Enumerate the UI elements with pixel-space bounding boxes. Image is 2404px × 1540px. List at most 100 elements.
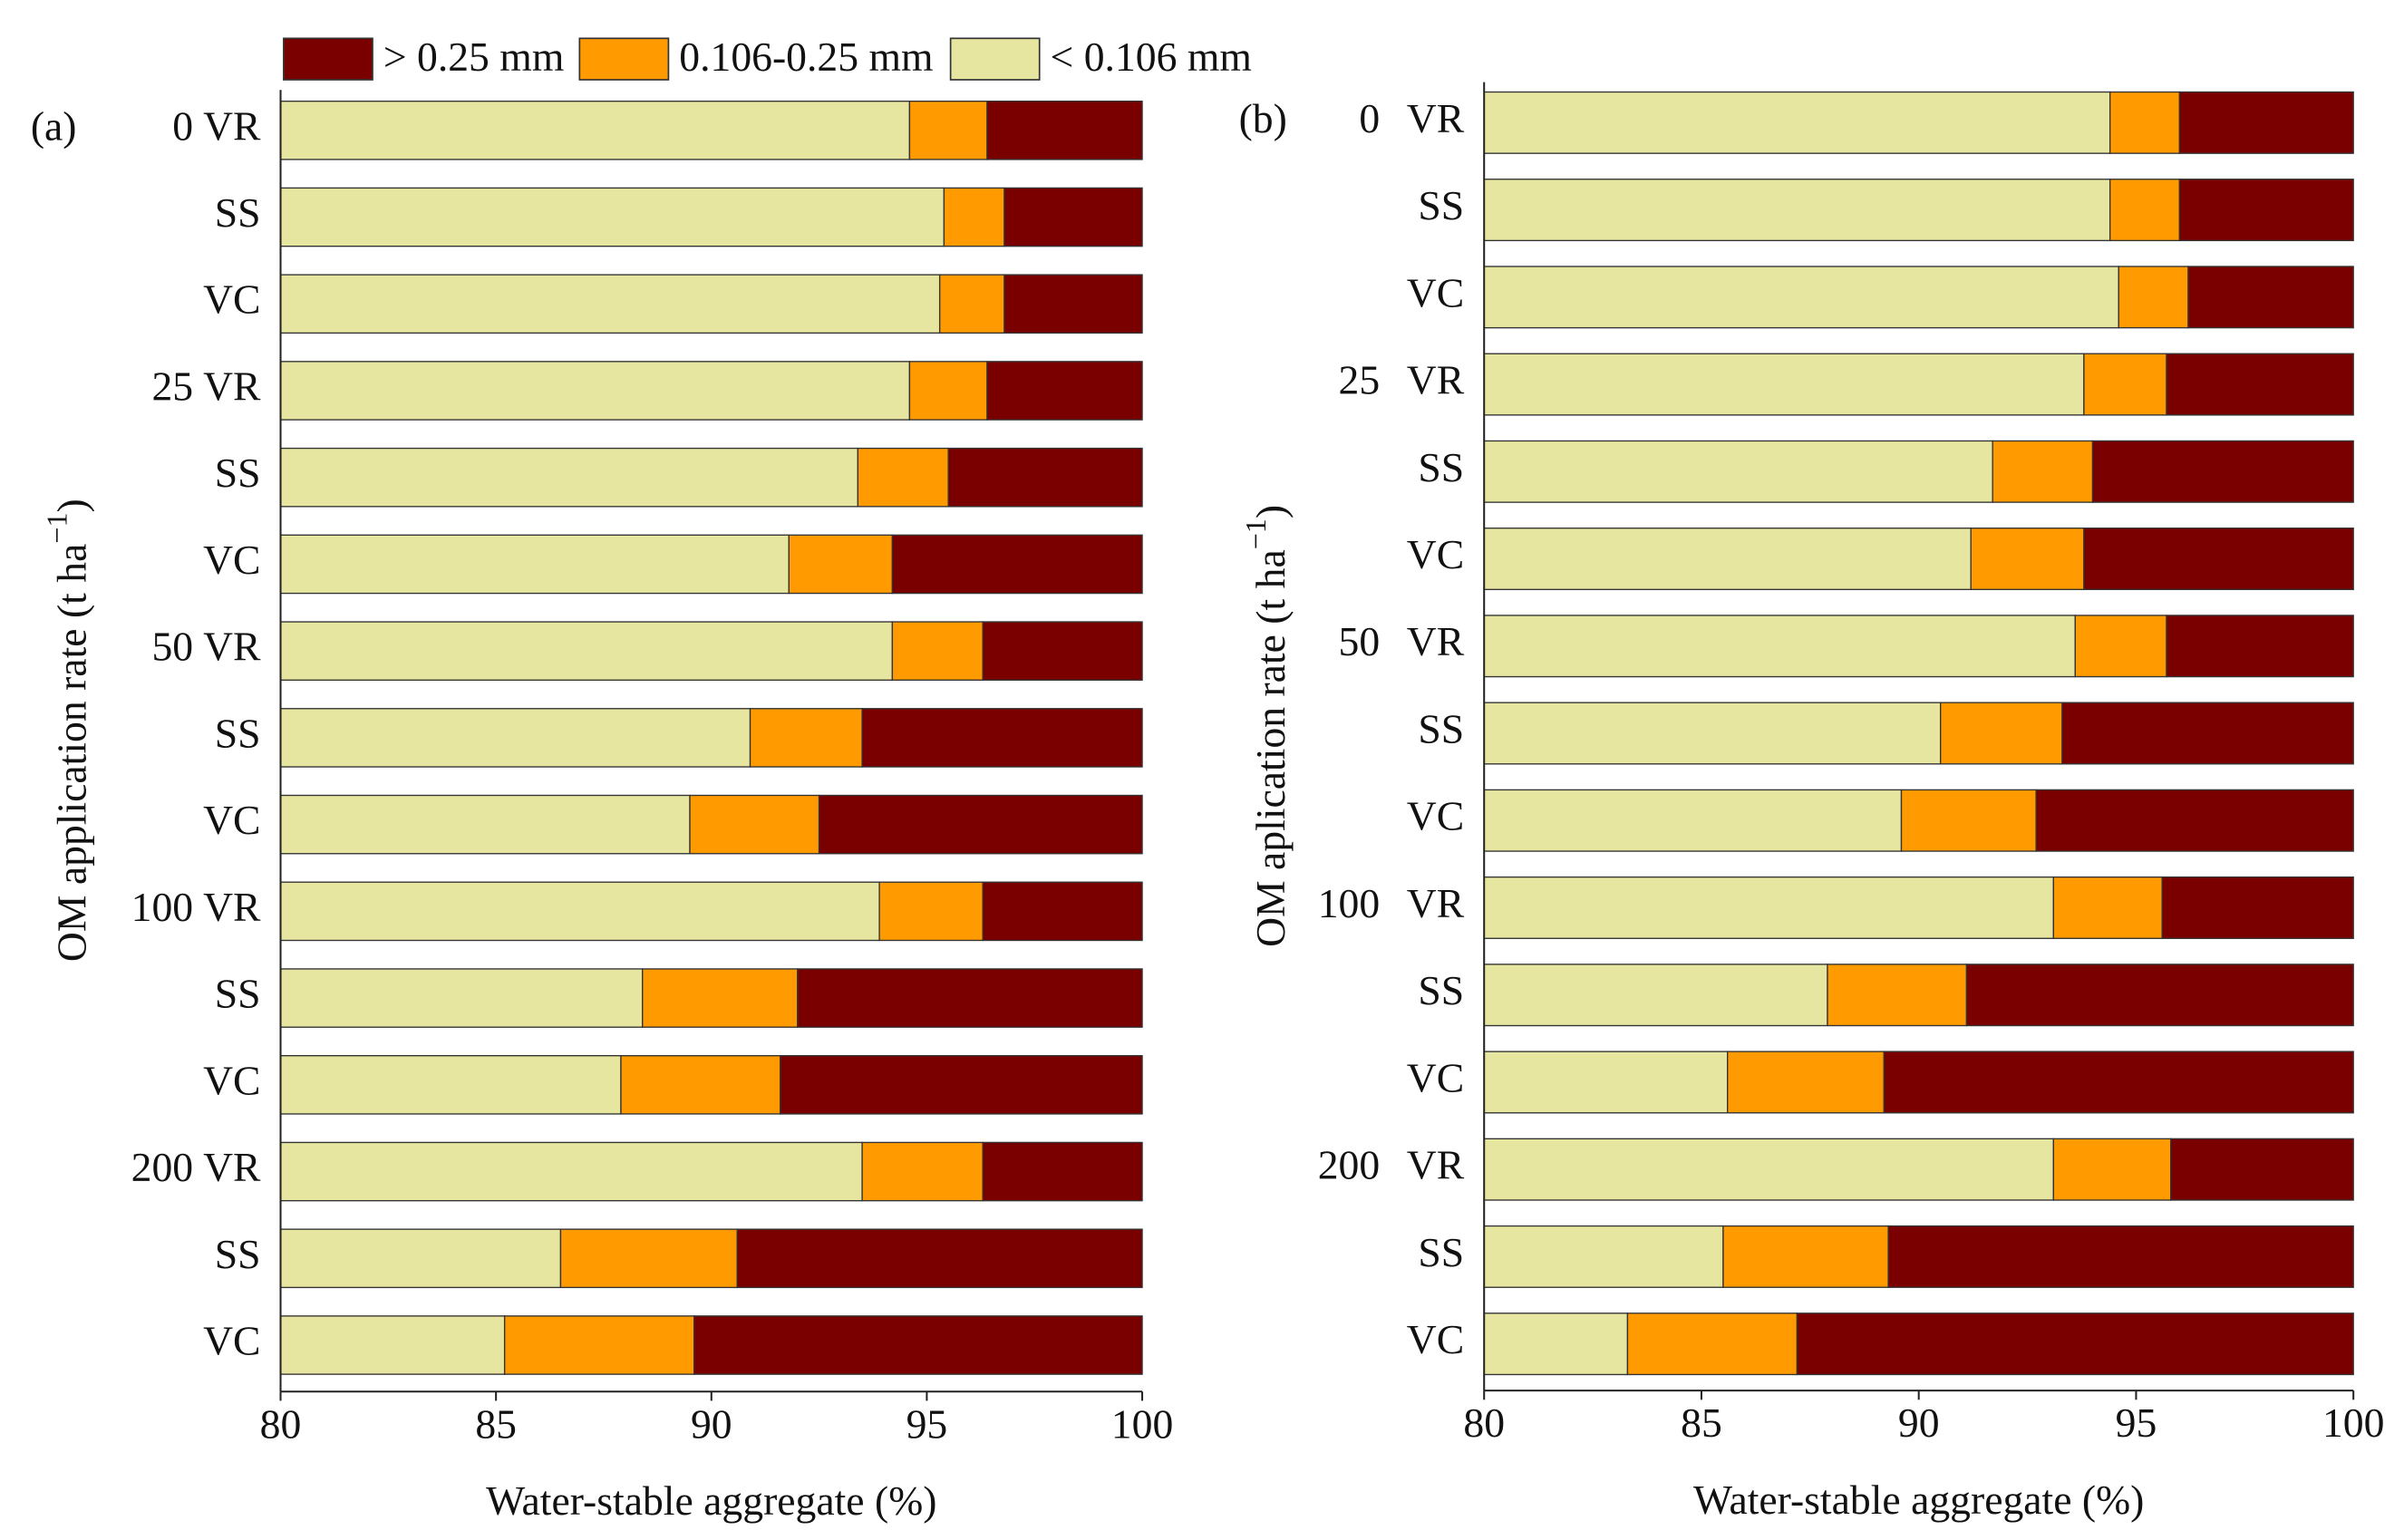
y-tick-label: VR (203, 1144, 261, 1190)
group-label: 0 (172, 102, 193, 149)
x-tick-label: 95 (2116, 1400, 2157, 1446)
bar-segment (986, 100, 1143, 160)
x-axis-label: Water-stable aggregate (%) (486, 1477, 936, 1524)
bar-segment (857, 447, 949, 508)
bar-segment (2166, 353, 2354, 416)
bar-segment (689, 794, 820, 855)
legend-label: > 0.25 mm (383, 34, 565, 80)
bar-segment (1483, 964, 1828, 1027)
bar-segment (2035, 789, 2354, 852)
bar-segment (1900, 789, 2037, 852)
y-tick-label: SS (1418, 1229, 1464, 1275)
y-tick-label: VR (203, 624, 261, 670)
bar-segment (2108, 91, 2181, 154)
bar-segment (1483, 702, 1942, 765)
bar-segment (2108, 179, 2181, 242)
bar-segment (2052, 1138, 2172, 1201)
bar-segment (938, 274, 1005, 334)
bar-segment (2061, 702, 2354, 765)
group-label: 50 (1339, 618, 1381, 664)
y-axis-label-end: ) (49, 499, 95, 512)
y-tick-label: VR (203, 102, 261, 149)
bar-segment (1965, 964, 2354, 1027)
x-tick-label: 80 (1463, 1400, 1505, 1446)
bar-segment (2083, 353, 2167, 416)
bar-segment (1796, 1312, 2354, 1376)
y-tick-label: VC (1407, 793, 1464, 839)
bar-segment (1722, 1225, 1889, 1288)
bar-segment (2091, 440, 2354, 503)
y-axis-label-sup: −1 (1240, 518, 1273, 549)
bar-segment (2118, 266, 2189, 329)
bar-segment (1887, 1225, 2354, 1288)
y-tick-label: VC (203, 797, 260, 843)
bar-segment (908, 100, 988, 160)
x-axis-label: Water-stable aggregate (%) (1693, 1477, 2144, 1523)
bar-segment (1483, 179, 2111, 242)
bar-segment (1483, 353, 2085, 416)
y-tick-label: VC (203, 537, 260, 583)
bar-segment (279, 968, 644, 1028)
y-tick-label: SS (215, 971, 261, 1017)
y-tick-label: SS (1418, 182, 1464, 228)
panel-label: (a) (31, 102, 77, 149)
y-axis-label-sup: −1 (41, 512, 73, 543)
bar-segment (1483, 615, 2076, 678)
x-tick-label: 85 (1681, 1400, 1722, 1446)
y-tick-label: SS (1418, 444, 1464, 490)
y-tick-label: SS (1418, 705, 1464, 751)
bar-segment (1483, 789, 1903, 852)
bar-segment (1483, 528, 1972, 591)
bar-segment (2178, 91, 2354, 154)
y-tick-label: VR (203, 884, 261, 930)
legend-label: < 0.106 mm (1051, 34, 1252, 80)
bar-segment (982, 881, 1143, 942)
bar-segment (943, 187, 1005, 247)
x-tick-label: 100 (2322, 1400, 2384, 1446)
y-tick-label: SS (215, 450, 261, 496)
y-tick-label: VC (203, 1057, 260, 1103)
y-tick-label: VR (1407, 357, 1465, 403)
x-tick-label: 95 (906, 1400, 948, 1447)
bar-segment (986, 361, 1143, 421)
bar-segment (788, 534, 894, 595)
group-label: 0 (1359, 95, 1380, 141)
group-label: 100 (1318, 880, 1380, 926)
bar-segment (818, 794, 1143, 855)
bar-segment (891, 534, 1143, 595)
y-axis-label-main: OM aplication rate (t ha (1248, 549, 1294, 947)
y-tick-label: VR (1407, 95, 1465, 141)
bar-segment (1970, 528, 2085, 591)
group-label: 25 (1339, 357, 1381, 403)
bar-segment (2166, 615, 2354, 678)
bar-segment (2074, 615, 2167, 678)
bar-segment (1483, 440, 1993, 503)
bar-segment (693, 1315, 1143, 1375)
legend-swatch (949, 37, 1041, 81)
bar-segment (891, 621, 984, 681)
y-axis-label-end: ) (1248, 505, 1294, 518)
bar-segment (780, 1055, 1143, 1115)
bar-segment (279, 1055, 622, 1115)
bar-segment (279, 447, 859, 508)
bar-segment (908, 361, 988, 421)
group-label: 100 (131, 884, 193, 930)
legend-swatch (283, 37, 373, 81)
x-tick-label: 90 (1898, 1400, 1940, 1446)
x-tick-label: 85 (475, 1400, 517, 1447)
bar-segment (559, 1228, 738, 1289)
bar-segment (279, 187, 945, 247)
bar-segment (1883, 1051, 2354, 1114)
bar-segment (736, 1228, 1143, 1289)
bar-segment (503, 1315, 695, 1375)
bar-segment (1483, 1225, 1724, 1288)
bar-segment (2161, 876, 2354, 939)
bar-segment (982, 621, 1143, 681)
x-tick-label: 90 (691, 1400, 732, 1447)
bar-segment (1483, 876, 2055, 939)
bar-segment (279, 1141, 863, 1202)
y-tick-label: VR (1407, 1142, 1465, 1188)
bar-segment (1003, 274, 1143, 334)
group-label: 50 (151, 624, 193, 670)
